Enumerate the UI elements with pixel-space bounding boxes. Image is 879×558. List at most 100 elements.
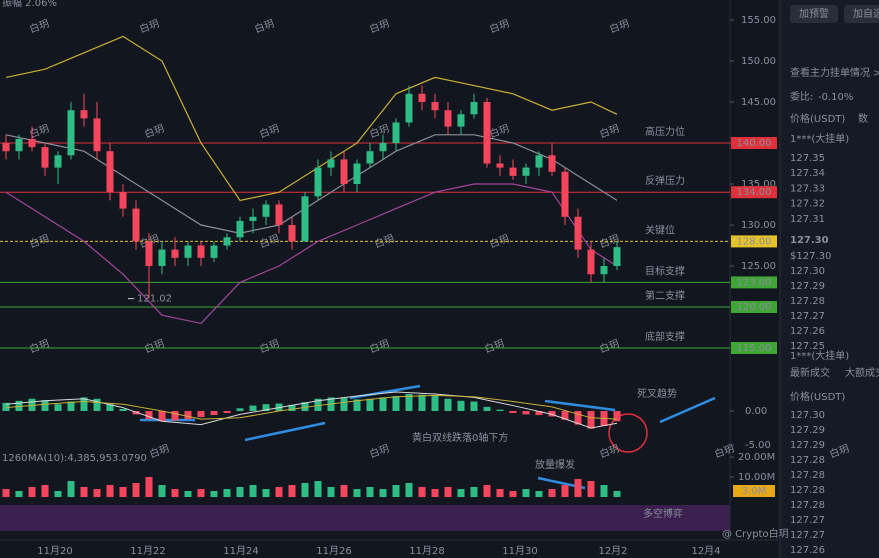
volume-tag-label: 3.0M xyxy=(742,486,767,497)
volume-bar xyxy=(327,487,335,497)
ask-big: 1***(大挂单) xyxy=(790,132,849,145)
volume-bar xyxy=(93,489,101,497)
volume-bar xyxy=(80,487,88,497)
volume-bar xyxy=(535,491,543,497)
volume-bar xyxy=(106,485,114,497)
macd-bar xyxy=(418,394,426,411)
y-tick-label: 150.00 xyxy=(741,56,776,67)
x-tick-label: 11月30 xyxy=(502,545,537,557)
last-price: 127.30 xyxy=(790,235,829,246)
macd-bar xyxy=(431,396,439,411)
annotation: 多空博弈 xyxy=(643,507,683,520)
volume-bar xyxy=(353,489,361,497)
ask-price: 127.35 xyxy=(790,153,825,164)
trade-price: 127.28 xyxy=(790,500,825,511)
volume-bar xyxy=(236,487,244,497)
macd-bar xyxy=(340,398,348,411)
candle-body xyxy=(392,122,400,143)
ratio: -0.10% xyxy=(818,92,853,103)
level-tag-label: 115.00 xyxy=(737,343,772,354)
macd-bar xyxy=(197,411,205,418)
candle-body xyxy=(236,220,244,238)
candle-body xyxy=(574,216,582,250)
macd-bar xyxy=(457,400,465,411)
volume-bar xyxy=(210,491,218,497)
candle-body xyxy=(522,167,530,176)
volume-tag xyxy=(733,485,775,497)
button-label[interactable]: 加自选 xyxy=(853,7,879,20)
volume-bar xyxy=(2,489,10,497)
candle-body xyxy=(41,147,49,168)
macd-line xyxy=(5,391,618,429)
arrow xyxy=(659,396,716,424)
volume-bar xyxy=(54,491,62,497)
candle-body xyxy=(327,159,335,168)
level-tag xyxy=(731,137,777,149)
volume-bar xyxy=(379,489,387,497)
macd-bar xyxy=(483,406,491,411)
sentiment-band xyxy=(0,505,730,531)
candle-body xyxy=(54,155,62,168)
trade-price: 127.27 xyxy=(790,515,825,526)
macd-bar xyxy=(496,409,504,411)
macd-bar xyxy=(54,404,62,411)
macd-bar xyxy=(470,401,478,411)
volume-bar xyxy=(288,485,296,497)
macd-bar xyxy=(353,399,361,411)
macd-line xyxy=(5,394,618,420)
trade-price: 127.28 xyxy=(790,455,825,466)
volume-bar xyxy=(522,489,530,497)
volume-bar xyxy=(405,483,413,497)
level-tag xyxy=(731,342,777,354)
level-tag xyxy=(731,276,777,289)
volume-bar xyxy=(483,485,491,497)
button[interactable] xyxy=(844,5,879,23)
macd-bar xyxy=(210,411,218,416)
macd-bar xyxy=(366,398,374,411)
bid-price: 127.27 xyxy=(790,311,825,322)
arrow xyxy=(244,421,326,442)
macd-bar xyxy=(158,411,166,422)
depth-link[interactable]: 查看主力挂单情况 > xyxy=(790,66,879,79)
macd-bar xyxy=(288,404,296,411)
volume-bar xyxy=(444,487,452,497)
amplitude: 振幅 2.06% xyxy=(2,0,57,9)
macd-bar xyxy=(41,400,49,411)
trade-price: 127.29 xyxy=(790,440,825,451)
trade-price: 127.28 xyxy=(790,485,825,496)
macd-bar xyxy=(548,411,556,417)
level-name: 第二支撑 xyxy=(645,289,685,302)
ask-price: 127.31 xyxy=(790,214,825,225)
candle-body xyxy=(210,245,218,258)
macd-bar xyxy=(106,404,114,411)
candle-body xyxy=(184,245,192,258)
tab[interactable]: 大额成交 xyxy=(845,366,879,379)
volume-bar xyxy=(496,489,504,497)
volume-bar xyxy=(548,489,556,497)
annotation: 黄白双线跌落0轴下方 xyxy=(412,431,508,444)
tab[interactable]: 最新成交 xyxy=(790,366,830,379)
trades-header: 价格(USDT) xyxy=(790,390,845,403)
macd-bar xyxy=(145,411,153,420)
candle-body xyxy=(145,241,153,266)
candle-body xyxy=(431,102,439,111)
ratio-label: 委比: xyxy=(790,90,813,103)
last-usd: $127.30 xyxy=(790,251,831,262)
col-header: 价格(USDT) xyxy=(790,112,845,125)
band-line xyxy=(5,183,618,325)
ask-price: 127.34 xyxy=(790,168,825,179)
annotation: 放量爆发 xyxy=(535,458,575,471)
y-tick-label: 155.00 xyxy=(741,15,776,26)
macd-bar xyxy=(535,411,543,416)
volume-bar xyxy=(470,487,478,497)
volume-bar xyxy=(574,479,582,497)
macd-bar xyxy=(405,394,413,411)
candle-body xyxy=(314,167,322,197)
candle-body xyxy=(93,118,101,152)
button[interactable] xyxy=(790,5,838,23)
volume-bar xyxy=(145,477,153,497)
bid-price: 127.25 xyxy=(790,341,825,352)
side-panel-bg xyxy=(780,0,879,558)
button-label[interactable]: 加预警 xyxy=(799,7,829,20)
